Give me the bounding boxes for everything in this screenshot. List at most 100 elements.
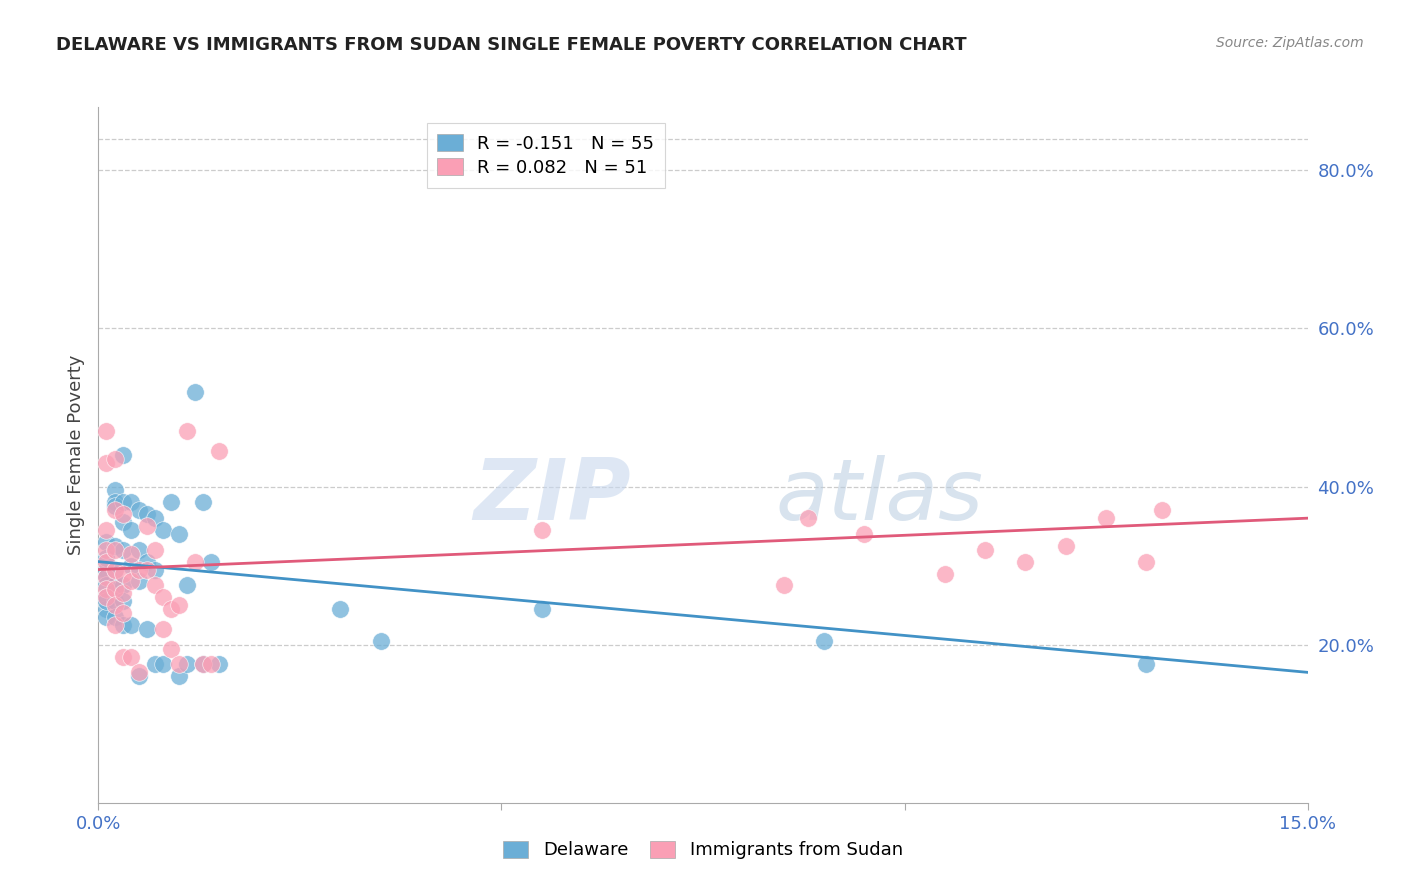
Point	[111, 495, 134, 509]
Point	[111, 586, 134, 600]
Point	[103, 503, 125, 517]
Point	[143, 511, 166, 525]
Point	[176, 657, 198, 672]
Point	[128, 503, 150, 517]
Point	[96, 591, 118, 605]
Point	[135, 519, 157, 533]
Point	[184, 384, 207, 399]
Point	[208, 444, 231, 458]
Point	[184, 555, 207, 569]
Point	[143, 563, 166, 577]
Point	[128, 542, 150, 557]
Legend: Delaware, Immigrants from Sudan: Delaware, Immigrants from Sudan	[492, 830, 914, 871]
Point	[813, 633, 835, 648]
Point	[96, 591, 118, 605]
Point	[96, 570, 118, 584]
Point	[103, 451, 125, 466]
Point	[530, 602, 553, 616]
Point	[120, 547, 142, 561]
Point	[103, 578, 125, 592]
Point	[200, 657, 222, 672]
Point	[103, 500, 125, 514]
Point	[1014, 555, 1036, 569]
Point	[135, 622, 157, 636]
Point	[167, 527, 190, 541]
Point	[96, 424, 118, 438]
Point	[103, 598, 125, 612]
Point	[152, 523, 174, 537]
Point	[772, 578, 794, 592]
Point	[135, 507, 157, 521]
Point	[1095, 511, 1118, 525]
Point	[1054, 539, 1077, 553]
Point	[103, 582, 125, 597]
Point	[176, 424, 198, 438]
Point	[120, 495, 142, 509]
Point	[111, 606, 134, 620]
Point	[530, 523, 553, 537]
Point	[111, 618, 134, 632]
Point	[111, 649, 134, 664]
Point	[128, 665, 150, 680]
Point	[135, 555, 157, 569]
Point	[167, 598, 190, 612]
Text: ZIP: ZIP	[472, 455, 630, 538]
Point	[96, 570, 118, 584]
Point	[111, 542, 134, 557]
Point	[103, 539, 125, 553]
Point	[160, 641, 183, 656]
Point	[152, 622, 174, 636]
Point	[152, 591, 174, 605]
Point	[135, 563, 157, 577]
Point	[1135, 555, 1157, 569]
Point	[103, 618, 125, 632]
Point	[193, 495, 215, 509]
Point	[103, 495, 125, 509]
Point	[96, 563, 118, 577]
Point	[96, 602, 118, 616]
Point	[176, 578, 198, 592]
Point	[96, 534, 118, 549]
Point	[128, 563, 150, 577]
Point	[934, 566, 956, 581]
Point	[120, 618, 142, 632]
Point	[1135, 657, 1157, 672]
Point	[96, 578, 118, 592]
Point	[853, 527, 876, 541]
Point	[96, 550, 118, 565]
Y-axis label: Single Female Poverty: Single Female Poverty	[66, 355, 84, 555]
Point	[96, 542, 118, 557]
Point	[111, 448, 134, 462]
Text: DELAWARE VS IMMIGRANTS FROM SUDAN SINGLE FEMALE POVERTY CORRELATION CHART: DELAWARE VS IMMIGRANTS FROM SUDAN SINGLE…	[56, 36, 967, 54]
Point	[103, 610, 125, 624]
Point	[167, 669, 190, 683]
Point	[96, 610, 118, 624]
Text: Source: ZipAtlas.com: Source: ZipAtlas.com	[1216, 36, 1364, 50]
Point	[103, 563, 125, 577]
Point	[128, 574, 150, 589]
Point	[111, 566, 134, 581]
Point	[120, 649, 142, 664]
Point	[120, 558, 142, 573]
Point	[120, 523, 142, 537]
Point	[193, 657, 215, 672]
Point	[111, 594, 134, 608]
Text: atlas: atlas	[776, 455, 984, 538]
Point	[167, 657, 190, 672]
Point	[96, 582, 118, 597]
Point	[1152, 503, 1174, 517]
Point	[797, 511, 820, 525]
Point	[103, 563, 125, 577]
Point	[143, 578, 166, 592]
Point	[96, 523, 118, 537]
Point	[128, 669, 150, 683]
Point	[96, 555, 118, 569]
Point	[111, 578, 134, 592]
Point	[96, 594, 118, 608]
Point	[152, 657, 174, 672]
Point	[974, 542, 997, 557]
Point	[200, 555, 222, 569]
Point	[143, 542, 166, 557]
Point	[111, 515, 134, 529]
Point	[160, 495, 183, 509]
